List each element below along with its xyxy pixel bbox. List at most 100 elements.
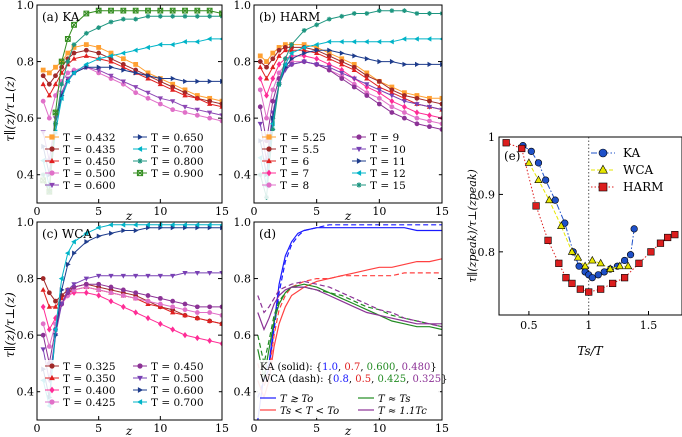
panel-c-data-point bbox=[120, 293, 126, 298]
panel-a-data-point bbox=[65, 59, 71, 64]
panel-b-data-point bbox=[301, 59, 307, 65]
panel-b-data-point bbox=[414, 36, 419, 42]
panel-c-data-point bbox=[170, 298, 176, 304]
panel-b-data-point bbox=[270, 98, 276, 104]
panel-a-data-point bbox=[83, 30, 89, 36]
panel-a-data-point bbox=[207, 95, 213, 101]
panel-e-xtick-label: 1.5 bbox=[640, 319, 658, 332]
panel-a-ytick-label: 1.0 bbox=[17, 0, 35, 12]
panel-e-data-point bbox=[568, 279, 576, 288]
panel-a-data-point bbox=[84, 64, 90, 70]
panel-a-data-point bbox=[207, 115, 213, 121]
panel-a-data-point bbox=[46, 81, 52, 87]
panel-a-data-point bbox=[120, 79, 126, 85]
panel-a-xtick-label: 5 bbox=[95, 205, 102, 218]
panel-e-data-point bbox=[630, 225, 638, 233]
panel-b-data-point bbox=[427, 95, 432, 101]
panel-a-xtick-label: 15 bbox=[215, 205, 229, 218]
panel-d-legend-label: Ts < T < To bbox=[280, 406, 339, 417]
panel-b-data-point bbox=[439, 95, 442, 101]
panel-e-data-point bbox=[588, 274, 596, 282]
panel-a-data-point bbox=[219, 118, 222, 124]
panel-c-data-point bbox=[65, 261, 71, 268]
panel-a-legend-marker bbox=[49, 146, 55, 152]
panel-e-data-point bbox=[576, 285, 584, 293]
panel-b-legend-background bbox=[257, 131, 439, 199]
panel-c-data-point bbox=[83, 281, 89, 287]
panel-b-data-point bbox=[264, 64, 269, 70]
panel-e-data-point bbox=[544, 236, 552, 244]
panel-b-data-point bbox=[301, 42, 307, 47]
panel-b-data-point bbox=[376, 95, 382, 101]
panel-c-data-point bbox=[108, 290, 114, 296]
panel-a-data-point bbox=[83, 53, 89, 58]
panel-a-legend-label: T = 0.600 bbox=[63, 180, 116, 192]
panel-b-data-point bbox=[257, 64, 263, 70]
panel-b-data-point bbox=[389, 110, 395, 115]
panel-c-data-point bbox=[145, 273, 151, 279]
panel-d-xtick-label: 5 bbox=[313, 422, 320, 435]
panel-c-data-point bbox=[72, 250, 77, 256]
panel-b-legend-marker bbox=[266, 182, 272, 188]
panel-a-data-point bbox=[207, 110, 213, 116]
panel-c-legend-label: T = 0.400 bbox=[63, 385, 116, 397]
panel-a-legend-label: T = 0.432 bbox=[63, 132, 116, 144]
panel-c-series-line bbox=[42, 224, 222, 407]
panel-c-data-point bbox=[96, 273, 102, 279]
panel-a-legend-marker bbox=[49, 134, 55, 140]
panel-e-data-point bbox=[609, 279, 617, 288]
panel-a-data-point bbox=[120, 56, 126, 62]
panel-b-data-point bbox=[389, 58, 395, 65]
panel-b-series-line bbox=[259, 55, 442, 119]
panel-e-data-point bbox=[532, 202, 540, 210]
panel-a-data-point bbox=[145, 95, 151, 101]
panel-a-data-point bbox=[183, 78, 188, 85]
panel-b-legend-label: T = 12 bbox=[370, 168, 406, 180]
panel-b-data-point bbox=[270, 50, 276, 56]
panel-b-data-point bbox=[402, 61, 408, 68]
panel-a-data-point bbox=[194, 7, 201, 14]
panel-d-xtick-label: 10 bbox=[372, 422, 386, 435]
panel-a-legend-marker bbox=[49, 170, 55, 176]
panel-a-data-point bbox=[108, 58, 114, 64]
panel-e-data-point bbox=[555, 259, 563, 267]
panel-b-data-point bbox=[313, 41, 319, 48]
panel-b-data-point bbox=[388, 39, 394, 45]
panel-b-ytick-label: 0.8 bbox=[234, 56, 252, 69]
panel-d-legend-label: T ≈ 1.1Tc bbox=[378, 406, 427, 417]
panel-b-data-point bbox=[264, 92, 269, 99]
panel-b-data-point bbox=[426, 36, 432, 42]
panel-d-series-line bbox=[257, 286, 442, 332]
panel-b-data-point bbox=[327, 47, 333, 53]
panel-a-xtick-label: 0 bbox=[34, 205, 41, 218]
panel-a-data-point bbox=[46, 92, 52, 98]
panel-c-legend-marker bbox=[49, 363, 55, 369]
panel-c-data-point bbox=[219, 320, 222, 326]
panel-e-data-point bbox=[664, 233, 672, 242]
panel-a-data-point bbox=[145, 7, 151, 14]
panel-b-data-point bbox=[282, 47, 288, 53]
panel-c-legend-label: T = 0.700 bbox=[151, 397, 204, 409]
panel-a-data-point bbox=[71, 21, 77, 28]
panel-c-data-point bbox=[170, 304, 176, 310]
panel-b-data-point bbox=[288, 50, 294, 56]
panel-a-data-point bbox=[182, 110, 188, 115]
panel-b-data-point bbox=[351, 11, 357, 16]
panel-b-legend-label: T = 5.5 bbox=[280, 144, 319, 156]
panel-e-data-point bbox=[624, 261, 633, 270]
panel-a-data-point bbox=[133, 85, 139, 90]
panel-c-data-point bbox=[207, 318, 213, 323]
panel-c-data-point bbox=[108, 284, 114, 290]
panel-c-data-point bbox=[132, 222, 138, 228]
panel-a-data-point bbox=[206, 7, 213, 14]
panel-b-data-point bbox=[257, 59, 263, 64]
panel-a-data-point bbox=[182, 39, 187, 45]
panel-b-data-point bbox=[414, 102, 420, 107]
panel-a-data-point bbox=[219, 37, 222, 41]
panel-b-data-point bbox=[364, 75, 370, 81]
panel-c-data-point bbox=[157, 273, 163, 279]
panel-a-series-line bbox=[42, 38, 222, 187]
panel-b-data-point bbox=[339, 13, 345, 19]
